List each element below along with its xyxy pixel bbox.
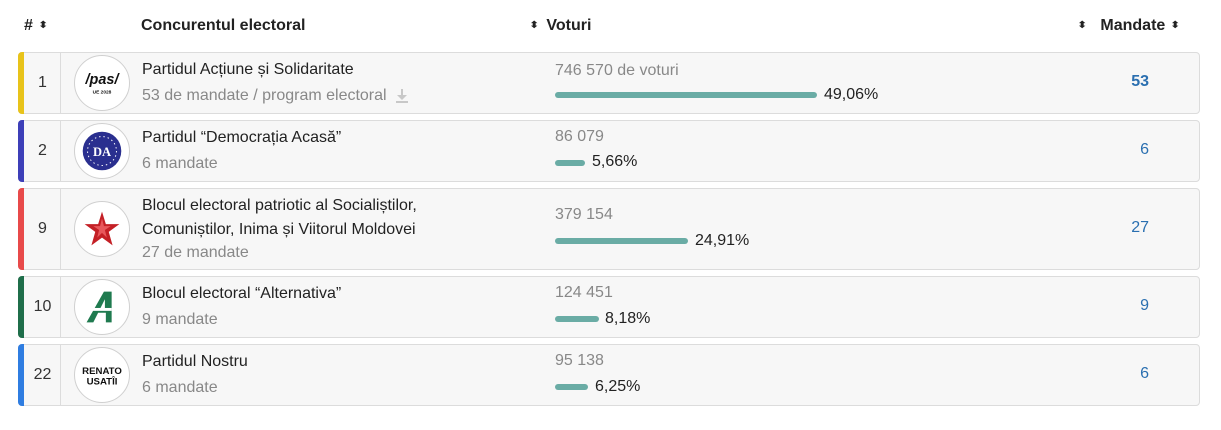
votes-percent: 5,66% [592,153,638,170]
star-logo-icon [84,211,120,246]
svg-text:DA: DA [93,145,111,159]
table-header: # ⬍ Concurentul electoral ⬍ Voturi ⬍ Man… [0,0,1221,52]
votes-progress-bar [555,316,599,322]
sort-icon[interactable]: ⬍ [529,20,540,31]
row-number: 9 [25,189,61,269]
party-name: Partidul “Democrația Acasă” [142,129,342,146]
row-number: 2 [25,121,61,181]
party-logo: /pas/ UE 2028 [74,55,130,111]
column-header-votes-label: Voturi [546,17,592,34]
party-color-bar [18,344,24,406]
da-logo-icon: DA [82,131,122,171]
party-logo [74,201,130,257]
sort-icon[interactable]: ⬍ [38,20,49,31]
row-number: 1 [25,53,61,113]
mandates-count[interactable]: 27 [1131,219,1149,236]
party-name-line-1: Blocul electoral patriotic al Socialiști… [142,197,417,214]
pas-logo-icon: /pas/ UE 2028 [85,72,121,96]
party-name: Partidul Acțiune și Solidaritate [142,61,354,78]
renato-usatii-logo-icon: RENATO USATÎI [82,366,122,388]
party-name: Partidul Nostru [142,353,248,370]
party-name-line-2: Comuniștilor, Inima și Viitorul Moldovei [142,221,416,238]
votes-progress-bar [555,92,817,98]
party-color-bar [18,188,24,270]
party-subtitle-text: 27 de mandate [142,244,249,261]
column-header-number[interactable]: # ⬍ [24,17,49,35]
votes-count: 746 570 de voturi [555,62,679,79]
svg-text:/pas/: /pas/ [85,72,121,88]
party-subtitle: 27 de mandate [142,241,249,265]
sort-icon[interactable]: ⬍ [1077,20,1088,31]
votes-count: 95 138 [555,352,604,369]
party-name: Blocul electoral patriotic al Socialiști… [142,194,417,242]
votes-count: 86 079 [555,128,604,145]
mandates-count[interactable]: 9 [1140,297,1149,314]
votes-progress-bar [555,160,585,166]
column-header-number-label: # [24,17,33,34]
column-header-votes[interactable]: ⬍ Voturi [529,17,592,35]
download-icon[interactable] [395,88,409,104]
party-subtitle: 9 mandate [142,308,218,332]
party-name: Blocul electoral “Alternativa” [142,285,342,302]
party-color-bar [18,276,24,338]
party-logo: RENATO USATÎI [74,347,130,403]
column-header-competitor-label: Concurentul electoral [141,17,306,34]
table-row[interactable]: 10 Blocul electoral “Alternativa” 9 mand… [18,276,1200,338]
svg-text:USATÎI: USATÎI [87,376,118,388]
table-row[interactable]: 22 RENATO USATÎI Partidul Nostru 6 manda… [18,344,1200,406]
alternativa-logo-icon [86,291,112,323]
column-header-mandates-label: Mandate [1100,17,1166,34]
votes-progress-bar [555,384,588,390]
sort-icon[interactable]: ⬍ [1170,20,1181,31]
votes-count: 124 451 [555,284,613,301]
table-row[interactable]: 2 DA Partidul “Democrația Acasă” 6 manda… [18,120,1200,182]
mandates-count[interactable]: 53 [1131,73,1149,90]
party-subtitle-text: 9 mandate [142,311,218,328]
party-subtitle: 6 mandate [142,152,218,176]
votes-percent: 8,18% [605,310,651,327]
mandates-count[interactable]: 6 [1140,365,1149,382]
table-row[interactable]: 1 /pas/ UE 2028 Partidul Acțiune și Soli… [18,52,1200,114]
row-number: 22 [25,345,61,405]
votes-percent: 24,91% [695,232,750,249]
party-subtitle[interactable]: 53 de mandate / program electoral [142,84,409,108]
row-number: 10 [25,277,61,337]
party-subtitle-text[interactable]: 53 de mandate / program electoral [142,87,387,104]
mandates-count[interactable]: 6 [1140,141,1149,158]
votes-count: 379 154 [555,206,613,223]
table-row[interactable]: 9 Blocul electoral patriotic al Socialiș… [18,188,1200,270]
party-subtitle: 6 mandate [142,376,218,400]
votes-percent: 6,25% [595,378,641,395]
votes-percent: 49,06% [824,86,879,103]
party-subtitle-text: 6 mandate [142,155,218,172]
svg-text:UE 2028: UE 2028 [93,90,112,96]
column-header-competitor[interactable]: Concurentul electoral [141,17,305,35]
party-color-bar [18,52,24,114]
votes-progress-bar [555,238,688,244]
party-logo: DA [74,123,130,179]
party-subtitle-text: 6 mandate [142,379,218,396]
column-header-mandates[interactable]: ⬍ Mandate ⬍ [1077,17,1181,35]
svg-text:RENATO: RENATO [82,366,122,377]
party-logo [74,279,130,335]
party-color-bar [18,120,24,182]
